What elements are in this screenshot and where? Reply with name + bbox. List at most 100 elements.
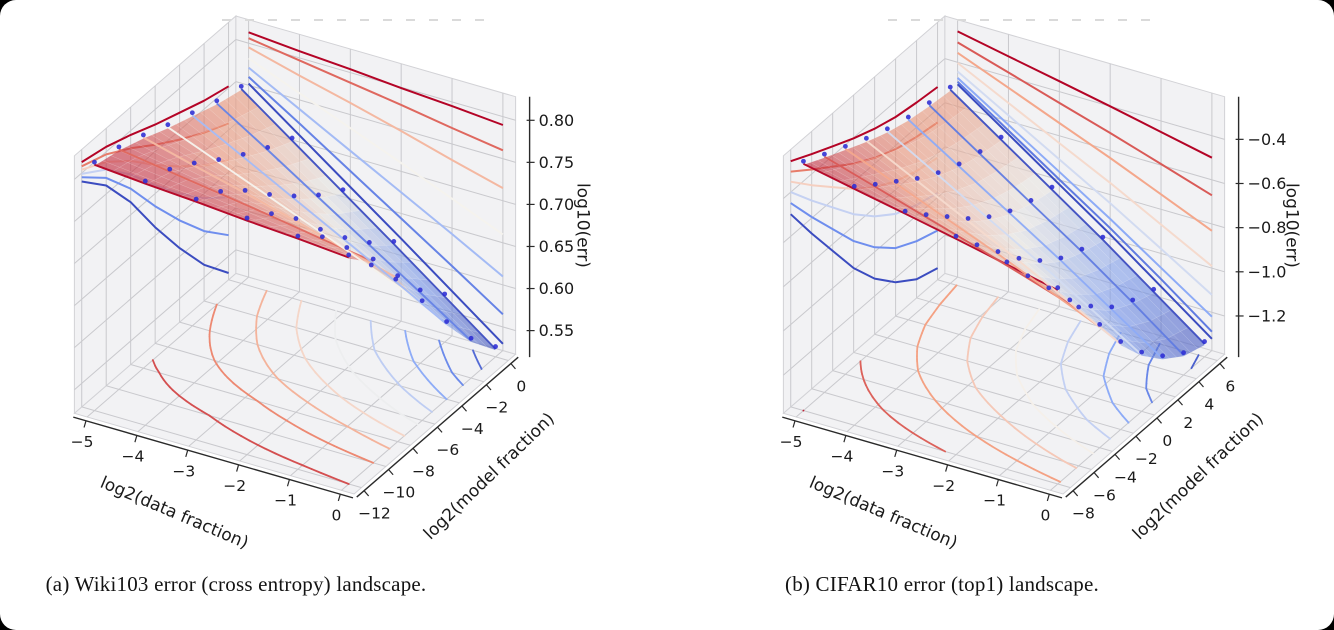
floor-contour — [1041, 413, 1047, 419]
wall-curve-fixed-model — [956, 62, 1213, 267]
floor-contour — [284, 384, 289, 389]
data-point — [444, 319, 450, 324]
grid-line — [74, 249, 237, 391]
floor-contour — [394, 430, 406, 437]
floor-contour — [259, 299, 264, 307]
data-point — [319, 234, 325, 240]
floor-contour — [976, 388, 982, 395]
floor-contour — [363, 434, 373, 441]
y-axis-tick — [1156, 417, 1163, 424]
x-axis-tick — [337, 494, 341, 502]
caption-wiki103: (a) Wiki103 error (cross entropy) landsc… — [45, 572, 427, 596]
floor-contour — [386, 370, 393, 378]
floor-contour — [226, 376, 234, 384]
data-point — [318, 226, 323, 232]
floor-contour — [291, 390, 300, 398]
z-axis-tick-label: −0.8 — [1248, 218, 1287, 237]
data-point — [1088, 303, 1094, 309]
floor-contour — [1048, 419, 1055, 426]
data-point — [92, 159, 97, 165]
floor-contour — [247, 393, 257, 401]
y-axis-tick-label: 0 — [516, 378, 526, 396]
x-axis-tick — [792, 420, 796, 428]
data-point — [368, 262, 374, 268]
wall-curve-fixed-model — [957, 30, 1213, 159]
grid-line — [846, 291, 1009, 433]
grid-line — [130, 364, 411, 446]
wall-curve-fixed-model — [956, 80, 1213, 333]
floor-contour — [446, 362, 450, 367]
x-axis-tick-label: −3 — [172, 462, 195, 480]
y-axis-tick — [485, 384, 492, 391]
floor-contour — [1104, 382, 1108, 388]
floor-contour — [936, 446, 947, 453]
y-axis-tick-label: 6 — [1225, 378, 1235, 396]
floor-contour — [1066, 392, 1070, 397]
floor-contour — [917, 370, 922, 378]
floor-contour — [297, 338, 301, 347]
data-point — [340, 187, 346, 193]
floor-contour — [1121, 415, 1129, 423]
floor-contour — [1195, 354, 1200, 361]
floor-contour — [224, 425, 235, 433]
floor-contour — [966, 361, 970, 368]
floor-contour — [320, 377, 324, 382]
x-axis-tick-label: −5 — [780, 433, 803, 451]
x-axis-tick-label: −4 — [122, 448, 145, 466]
clipped-text-artifact-left — [222, 19, 494, 22]
surface-slice-curve — [907, 118, 1164, 360]
x-axis-tick-label: −2 — [223, 477, 246, 495]
y-axis-tick — [461, 405, 467, 412]
data-point — [316, 192, 321, 198]
data-point — [1202, 339, 1207, 344]
data-point — [167, 166, 173, 172]
floor-contour — [406, 341, 411, 350]
grid-line — [179, 321, 460, 404]
floor-contour — [993, 296, 999, 303]
floor-contour — [319, 471, 332, 478]
wall-curve-fixed-data — [81, 176, 229, 237]
floor-contour — [262, 404, 272, 412]
x-axis-tick-label: −1 — [274, 492, 297, 510]
floor-contour — [377, 355, 383, 363]
floor-contour — [220, 370, 226, 376]
floor-contour — [299, 396, 309, 404]
grid-line — [811, 388, 1092, 470]
x-axis — [73, 416, 354, 499]
grid-line — [895, 315, 1176, 398]
floor-contour — [472, 351, 477, 358]
floor-contour — [924, 386, 928, 389]
floor-contour — [296, 332, 300, 341]
floor-contour — [326, 384, 333, 390]
y-axis-tick — [1198, 381, 1204, 388]
wall-curve-fixed-data — [790, 202, 939, 250]
floor-contour — [285, 419, 289, 423]
y-axis — [1065, 356, 1228, 498]
data-point — [801, 158, 806, 164]
floor-contour — [254, 399, 259, 403]
data-point — [342, 235, 348, 240]
x-axis-tick-label: −3 — [881, 462, 904, 480]
surface-slice-curve — [949, 89, 1206, 345]
floor-contour — [929, 393, 936, 402]
floor-contour — [354, 430, 365, 437]
data-point — [442, 291, 448, 297]
floor-contour — [1076, 407, 1083, 415]
grid-line — [106, 385, 387, 467]
surface-slice-curve — [865, 140, 1122, 345]
floor-contour — [451, 371, 458, 380]
data-point — [1151, 286, 1157, 292]
floor-contour — [920, 378, 924, 384]
floor-contour — [1111, 402, 1119, 410]
floor-contour — [1103, 433, 1111, 440]
y-axis-tick — [437, 426, 443, 433]
floor-contour — [297, 305, 301, 313]
floor-contour — [1031, 403, 1038, 410]
grid-line — [235, 249, 516, 332]
x-axis-tick-label: −5 — [71, 433, 94, 451]
y-axis-tick-label: −8 — [412, 462, 435, 480]
floor-contour — [274, 452, 286, 459]
floor-contour — [336, 344, 341, 352]
floor-contour — [403, 388, 411, 396]
data-point — [216, 157, 222, 162]
